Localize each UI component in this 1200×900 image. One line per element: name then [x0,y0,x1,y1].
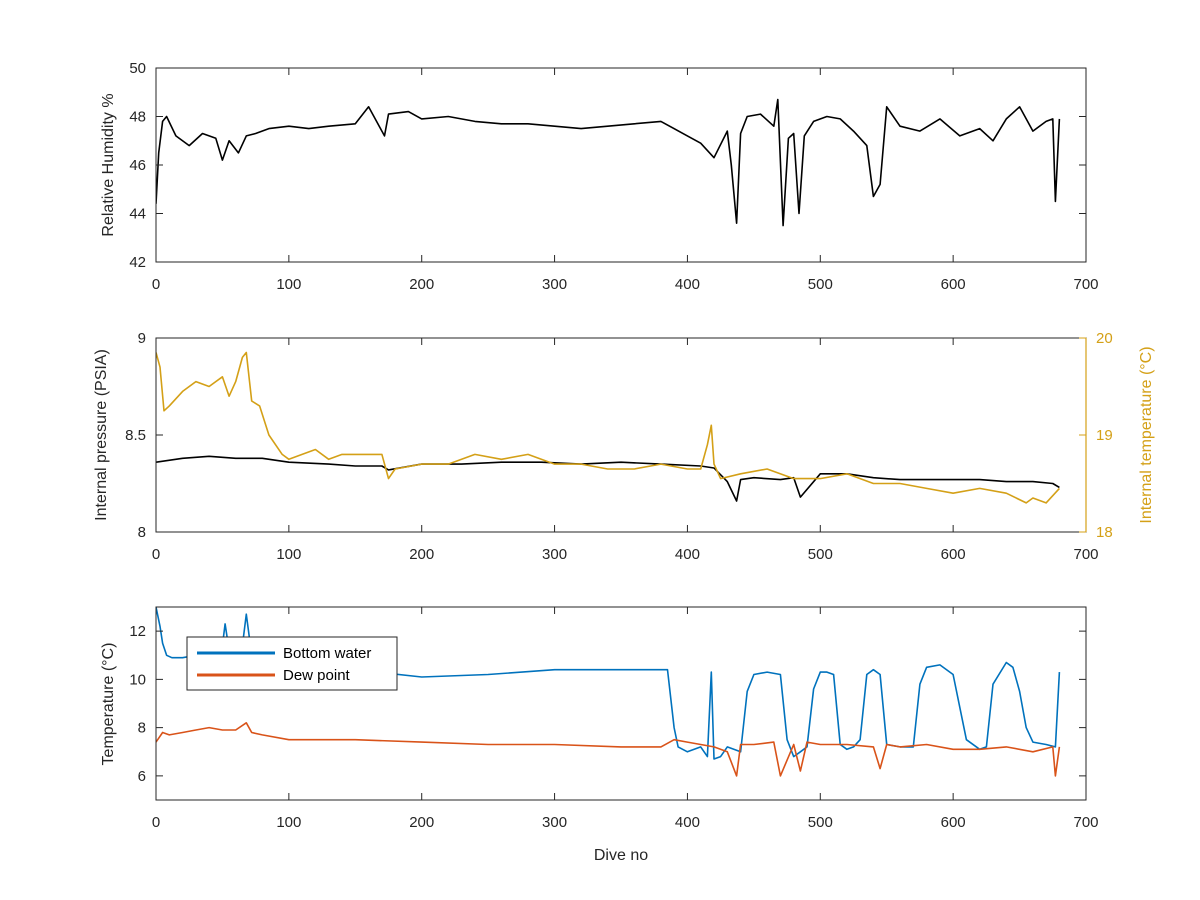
x-tick-label: 500 [808,814,833,831]
pressure-temperature-panel: Internal pressure (PSIA) Internal temper… [93,330,1155,563]
y-tick-label: 10 [129,671,146,688]
x-tick-label: 100 [276,276,301,293]
bottom-water-line [156,607,1061,760]
y-tick-label: 12 [129,623,146,640]
humidity-series-0-line [156,98,1061,227]
legend-label: Bottom water [283,645,371,662]
x-tick-label: 300 [542,814,567,831]
y-right-tick-label: 18 [1096,524,1113,541]
x-tick-label: 0 [152,814,160,831]
x-tick-label: 600 [941,276,966,293]
x-tick-label: 0 [152,546,160,563]
x-tick-label: 700 [1073,276,1098,293]
y-tick-label: 42 [129,254,146,271]
x-tick-label: 400 [675,546,700,563]
temperature-plot-frame [155,606,1087,801]
y-tick-label: 9 [138,330,146,347]
x-tick-label: 600 [941,814,966,831]
y-tick-label: 6 [138,768,146,785]
temperature-series-group [156,607,1061,777]
x-tick-label: 700 [1073,546,1098,563]
y-tick-label: 46 [129,157,146,174]
y-tick-label: 8.5 [125,427,146,444]
x-tick-label: 400 [675,814,700,831]
internal-temperature-axis-label: Internal temperature (°C) [1138,346,1155,523]
x-tick-label: 500 [808,546,833,563]
x-tick-label: 700 [1073,814,1098,831]
dive-number-axis-label: Dive no [594,847,648,864]
y-tick-label: 8 [138,524,146,541]
x-tick-label: 300 [542,276,567,293]
x-tick-label: 400 [675,276,700,293]
x-tick-label: 200 [409,546,434,563]
humidity-series-group [156,98,1061,227]
legend-box [186,636,398,691]
y-tick-label: 8 [138,720,146,737]
temperature-axis-label: Temperature (°C) [100,643,117,766]
pressure-series-1-line [156,351,1060,504]
x-tick-label: 200 [409,814,434,831]
y-tick-label: 50 [129,60,146,77]
legend: Bottom water Dew point [186,636,398,691]
x-tick-label: 300 [542,546,567,563]
x-tick-label: 0 [152,276,160,293]
x-tick-label: 600 [941,546,966,563]
x-tick-label: 100 [276,546,301,563]
x-tick-label: 200 [409,276,434,293]
pressure-series-0-line [156,455,1060,502]
x-tick-label: 100 [276,814,301,831]
pressure-axis-label: Internal pressure (PSIA) [93,349,110,521]
pressure-series-group [156,351,1060,504]
humidity-axis-label: Relative Humidity % [100,93,117,236]
humidity-panel: Relative Humidity % 0 100 200 300 400 500 600 7… [100,60,1099,293]
x-tick-label: 500 [808,276,833,293]
temperature-panel: Temperature (°C) Dive no 0 100 200 300 400 50… [100,606,1099,864]
dew-point-line [156,721,1061,777]
y-tick-label: 48 [129,109,146,126]
y-tick-label: 44 [129,206,146,223]
legend-label: Dew point [283,667,351,684]
y-right-tick-label: 19 [1096,427,1113,444]
y-right-tick-label: 20 [1096,330,1113,347]
